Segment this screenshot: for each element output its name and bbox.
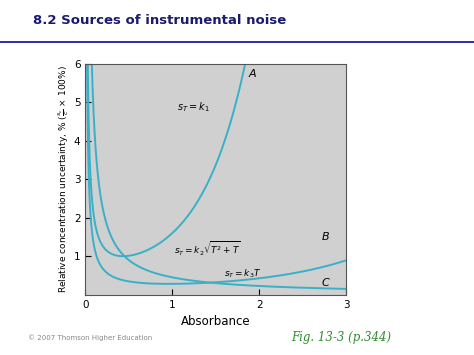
Text: © 2007 Thomson Higher Education: © 2007 Thomson Higher Education <box>28 334 153 341</box>
Text: C: C <box>322 278 329 288</box>
Text: $s_T = k_1$: $s_T = k_1$ <box>176 100 210 114</box>
X-axis label: Absorbance: Absorbance <box>181 315 250 328</box>
Text: Fig. 13-3 (p.344): Fig. 13-3 (p.344) <box>291 331 392 344</box>
Y-axis label: Relative concentration uncertainty, % ($\frac{s_c}{c}$ × 100%): Relative concentration uncertainty, % ($… <box>56 65 71 293</box>
Text: $s_T = k_3T$: $s_T = k_3T$ <box>224 267 262 280</box>
Text: $s_T = k_2\sqrt{T^2 + T}$: $s_T = k_2\sqrt{T^2 + T}$ <box>174 240 241 258</box>
Text: 8.2 Sources of instrumental noise: 8.2 Sources of instrumental noise <box>33 14 286 27</box>
Text: A: A <box>249 69 256 80</box>
Text: B: B <box>322 232 329 242</box>
